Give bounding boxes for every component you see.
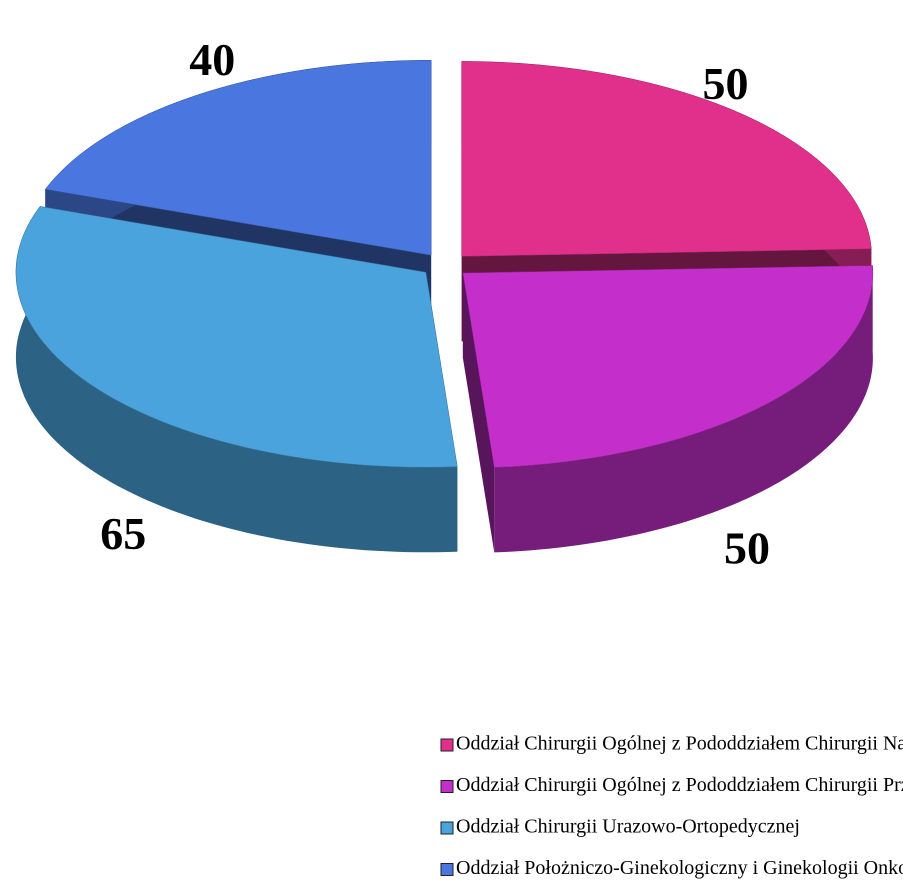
data-label: 65: [100, 508, 146, 559]
slice: [44, 59, 432, 256]
slice-side: [494, 265, 873, 553]
legend-label: Oddział Chirurgii Ogólnej z Pododdziałem…: [456, 774, 903, 796]
legend-swatch: [440, 780, 454, 793]
data-label: 50: [724, 523, 770, 574]
legend-label: Oddział Położniczo-Ginekologiczny i Gine…: [456, 857, 903, 879]
slice: [15, 206, 458, 468]
data-label: 40: [189, 34, 235, 85]
legend-swatch: [440, 738, 454, 752]
legend-label: Oddział Chirurgii Ogólnej z Pododdziałem…: [456, 733, 903, 755]
slice-side: [15, 206, 458, 553]
slice: [461, 61, 872, 257]
legend-swatch: [440, 821, 454, 835]
legend-swatch: [440, 863, 454, 876]
slice: [462, 265, 874, 468]
legend-label: Oddział Chirurgii Urazowo-Ortopedycznej: [456, 816, 800, 838]
slice-cut-face: [462, 273, 495, 553]
data-label: 50: [703, 58, 749, 109]
